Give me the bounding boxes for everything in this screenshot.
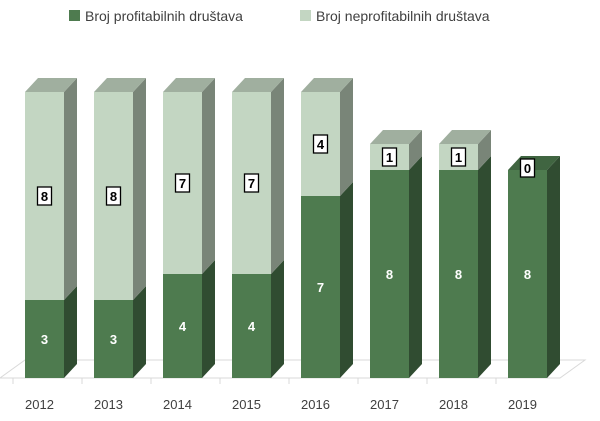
bar-profitable-front xyxy=(439,170,478,378)
bar-profitable-side xyxy=(340,182,353,378)
bar-group: 38 xyxy=(94,78,146,378)
data-label-profitable: 4 xyxy=(248,319,256,334)
bar-unprofitable-side xyxy=(271,78,284,274)
bar-profitable-front xyxy=(301,196,340,378)
bar-unprofitable-side xyxy=(64,78,77,300)
x-tick-label: 2012 xyxy=(25,397,54,412)
bar-profitable-side xyxy=(547,156,560,378)
bar-unprofitable-top xyxy=(163,78,215,92)
bar-profitable-side xyxy=(64,286,77,378)
bar-profitable-side xyxy=(409,156,422,378)
data-label-unprofitable: 1 xyxy=(386,150,393,165)
x-tick-label: 2019 xyxy=(508,397,537,412)
bar-group: 47 xyxy=(232,78,284,378)
data-label-profitable: 7 xyxy=(317,280,324,295)
data-label-unprofitable: 7 xyxy=(179,176,186,191)
x-tick-label: 2013 xyxy=(94,397,123,412)
bar-unprofitable-top xyxy=(301,78,353,92)
bar-profitable-side xyxy=(271,260,284,378)
x-tick-label: 2014 xyxy=(163,397,192,412)
bar-unprofitable-top xyxy=(25,78,77,92)
bar-unprofitable-top xyxy=(370,130,422,144)
bar-group: 81 xyxy=(439,130,491,378)
data-label-unprofitable: 4 xyxy=(317,137,325,152)
data-label-unprofitable: 1 xyxy=(455,150,462,165)
bar-unprofitable-side xyxy=(340,78,353,196)
bar-unprofitable-side xyxy=(202,78,215,274)
legend-swatch-profitable xyxy=(69,10,80,21)
bar-group: 38 xyxy=(25,78,77,378)
bar-group: 47 xyxy=(163,78,215,378)
data-label-profitable: 4 xyxy=(179,319,187,334)
bar-unprofitable-side xyxy=(478,130,491,170)
bar-unprofitable-top xyxy=(94,78,146,92)
bar-profitable-front xyxy=(370,170,409,378)
bar-group: 81 xyxy=(370,130,422,378)
bar-profitable-side xyxy=(202,260,215,378)
bar-profitable-side xyxy=(478,156,491,378)
data-label-box xyxy=(174,173,191,193)
x-axis-ticks: 2012 2013 2014 2015 2016 2017 2018 2019 xyxy=(25,397,537,412)
data-label-unprofitable: 8 xyxy=(110,189,117,204)
bar-profitable-front xyxy=(508,170,547,378)
data-label-profitable: 8 xyxy=(524,267,531,282)
data-label-box xyxy=(36,186,53,206)
data-label-box xyxy=(450,147,467,167)
data-label-box xyxy=(243,173,260,193)
bar-group: 74 xyxy=(301,78,353,378)
legend-label-unprofitable: Broj neprofitabilnih društava xyxy=(316,8,490,24)
data-label-profitable: 8 xyxy=(386,267,393,282)
bar-profitable-front xyxy=(232,274,271,378)
data-label-profitable: 3 xyxy=(41,332,48,347)
bar-unprofitable-top xyxy=(439,130,491,144)
x-tick-label: 2017 xyxy=(370,397,399,412)
bar-unprofitable-side xyxy=(133,78,146,300)
x-tick-label: 2016 xyxy=(301,397,330,412)
legend: Broj profitabilnih društava Broj neprofi… xyxy=(69,8,490,24)
x-tick-label: 2015 xyxy=(232,397,261,412)
bar-profitable-side xyxy=(133,286,146,378)
bar-profitable-front xyxy=(94,300,133,378)
data-label-unprofitable: 7 xyxy=(248,176,255,191)
legend-swatch-unprofitable xyxy=(300,10,311,21)
chart-floor xyxy=(0,359,587,384)
x-tick-label: 2018 xyxy=(439,397,468,412)
bar-profitable-front xyxy=(163,274,202,378)
data-label-unprofitable: 8 xyxy=(41,189,48,204)
data-label-profitable: 8 xyxy=(455,267,462,282)
data-label-profitable: 3 xyxy=(110,332,117,347)
data-label-box xyxy=(519,158,536,178)
floor-plane xyxy=(0,359,587,379)
bar-unprofitable-side xyxy=(409,130,422,170)
data-label-unprofitable: 0 xyxy=(524,161,531,176)
data-label-box xyxy=(381,147,398,167)
data-label-box xyxy=(105,186,122,206)
bar-unprofitable-top xyxy=(232,78,284,92)
data-label-box xyxy=(312,134,329,154)
bar-group: 80 xyxy=(508,156,560,378)
legend-label-profitable: Broj profitabilnih društava xyxy=(85,8,243,24)
bar-profitable-front xyxy=(25,300,64,378)
